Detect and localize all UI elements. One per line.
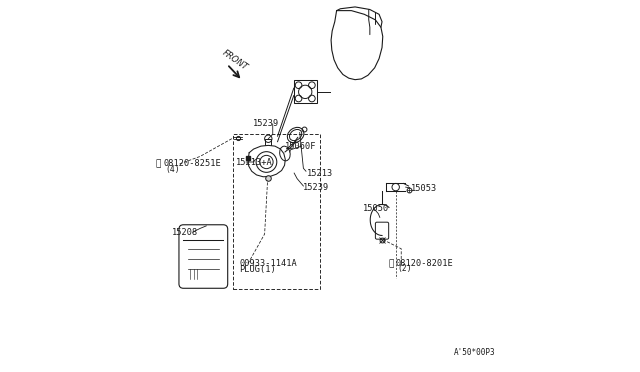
Bar bbox=[233, 134, 320, 289]
Text: 08120-8251E: 08120-8251E bbox=[163, 159, 221, 169]
Text: 15208: 15208 bbox=[172, 228, 198, 237]
Text: 15053: 15053 bbox=[410, 185, 436, 193]
Text: 15239: 15239 bbox=[253, 119, 280, 128]
Text: Ⓑ: Ⓑ bbox=[388, 259, 394, 268]
Text: (4): (4) bbox=[165, 164, 180, 173]
Text: 15213: 15213 bbox=[307, 169, 333, 177]
Text: Ⓑ: Ⓑ bbox=[156, 159, 161, 169]
Text: FRONT: FRONT bbox=[221, 48, 250, 73]
Bar bbox=[294, 80, 317, 103]
Text: 15050: 15050 bbox=[362, 203, 388, 213]
Text: PLUG(1): PLUG(1) bbox=[239, 264, 276, 273]
Text: 00933-1141A: 00933-1141A bbox=[239, 259, 297, 268]
Text: (2): (2) bbox=[397, 264, 412, 273]
Text: 08120-8201E: 08120-8201E bbox=[396, 259, 454, 268]
Text: 15239: 15239 bbox=[303, 183, 330, 192]
Text: 15060F: 15060F bbox=[285, 142, 316, 151]
Text: 15213+A: 15213+A bbox=[236, 157, 273, 167]
Text: A'50*00P3: A'50*00P3 bbox=[454, 347, 495, 357]
